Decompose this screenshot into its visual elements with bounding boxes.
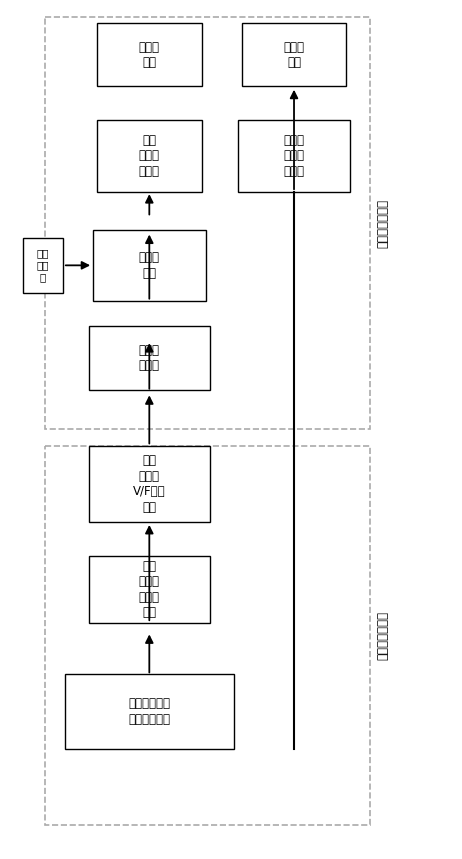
Bar	[65, 673, 234, 749]
Text: 从信号
输出: 从信号 输出	[284, 40, 304, 69]
Bar	[45, 17, 371, 430]
Bar	[89, 326, 210, 389]
Text: 信号
数模转
换电路: 信号 数模转 换电路	[139, 134, 160, 178]
Text: 信号处理电路盒: 信号处理电路盒	[376, 198, 389, 247]
Text: 信号
数字化
V/F转换
电路: 信号 数字化 V/F转换 电路	[133, 454, 166, 514]
Bar	[89, 447, 210, 522]
Bar	[23, 238, 63, 293]
Bar	[97, 23, 201, 87]
Text: 光电隔
离电路: 光电隔 离电路	[139, 344, 160, 372]
Bar	[242, 23, 346, 87]
Bar	[89, 556, 210, 623]
Bar	[97, 120, 201, 192]
Bar	[238, 120, 350, 192]
Text: 模拟信
号去干
扰电路: 模拟信 号去干 扰电路	[284, 134, 304, 178]
Bar	[45, 447, 371, 825]
Text: 手油
门开
关: 手油 门开 关	[36, 248, 49, 283]
Text: 踏板位置传感器: 踏板位置传感器	[376, 612, 389, 661]
Text: 信号
去干扰
预处理
电路: 信号 去干扰 预处理 电路	[139, 560, 160, 619]
Bar	[93, 229, 206, 302]
Text: 中央处
理器: 中央处 理器	[139, 251, 160, 279]
Text: 双路可编程线
性霍尔传感器: 双路可编程线 性霍尔传感器	[128, 698, 170, 726]
Text: 主信号
输出: 主信号 输出	[139, 40, 160, 69]
